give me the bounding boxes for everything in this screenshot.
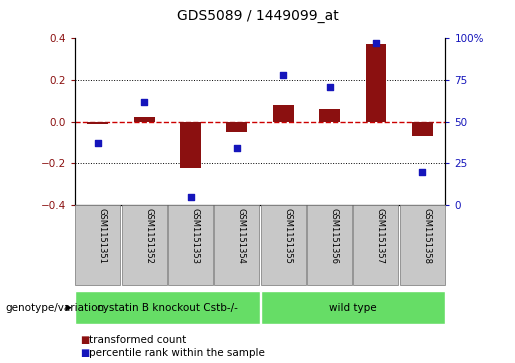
Point xyxy=(233,146,241,151)
Bar xyxy=(227,122,247,132)
Bar xyxy=(75,291,260,324)
Bar xyxy=(214,205,260,285)
Point xyxy=(325,83,334,89)
Bar xyxy=(319,109,340,122)
Text: GSM1151357: GSM1151357 xyxy=(376,208,385,264)
Text: GSM1151355: GSM1151355 xyxy=(283,208,292,264)
Point xyxy=(186,194,195,200)
Text: wild type: wild type xyxy=(329,303,376,313)
Bar xyxy=(261,205,306,285)
Point xyxy=(140,99,148,105)
Text: GDS5089 / 1449099_at: GDS5089 / 1449099_at xyxy=(177,9,338,23)
Bar xyxy=(353,205,399,285)
Point xyxy=(279,72,287,78)
Bar xyxy=(75,205,121,285)
Text: ■: ■ xyxy=(80,335,89,345)
Bar xyxy=(400,205,445,285)
Bar xyxy=(168,205,213,285)
Bar xyxy=(412,122,433,136)
Text: GSM1151356: GSM1151356 xyxy=(330,208,338,264)
Text: GSM1151354: GSM1151354 xyxy=(237,208,246,264)
Bar xyxy=(122,205,167,285)
Bar xyxy=(88,122,108,124)
Bar xyxy=(366,44,386,122)
Point xyxy=(418,169,426,175)
Bar xyxy=(261,291,445,324)
Text: GSM1151358: GSM1151358 xyxy=(422,208,431,264)
Point xyxy=(372,40,380,46)
Text: GSM1151353: GSM1151353 xyxy=(191,208,199,264)
Text: GSM1151351: GSM1151351 xyxy=(98,208,107,264)
Text: genotype/variation: genotype/variation xyxy=(5,303,104,313)
Text: ■: ■ xyxy=(80,348,89,358)
Bar xyxy=(273,105,294,122)
Point xyxy=(94,140,102,146)
Text: cystatin B knockout Cstb-/-: cystatin B knockout Cstb-/- xyxy=(97,303,238,313)
Bar xyxy=(134,118,154,122)
Text: GSM1151352: GSM1151352 xyxy=(144,208,153,264)
Bar xyxy=(180,122,201,168)
Bar xyxy=(307,205,352,285)
Text: percentile rank within the sample: percentile rank within the sample xyxy=(89,348,265,358)
Text: transformed count: transformed count xyxy=(89,335,186,345)
